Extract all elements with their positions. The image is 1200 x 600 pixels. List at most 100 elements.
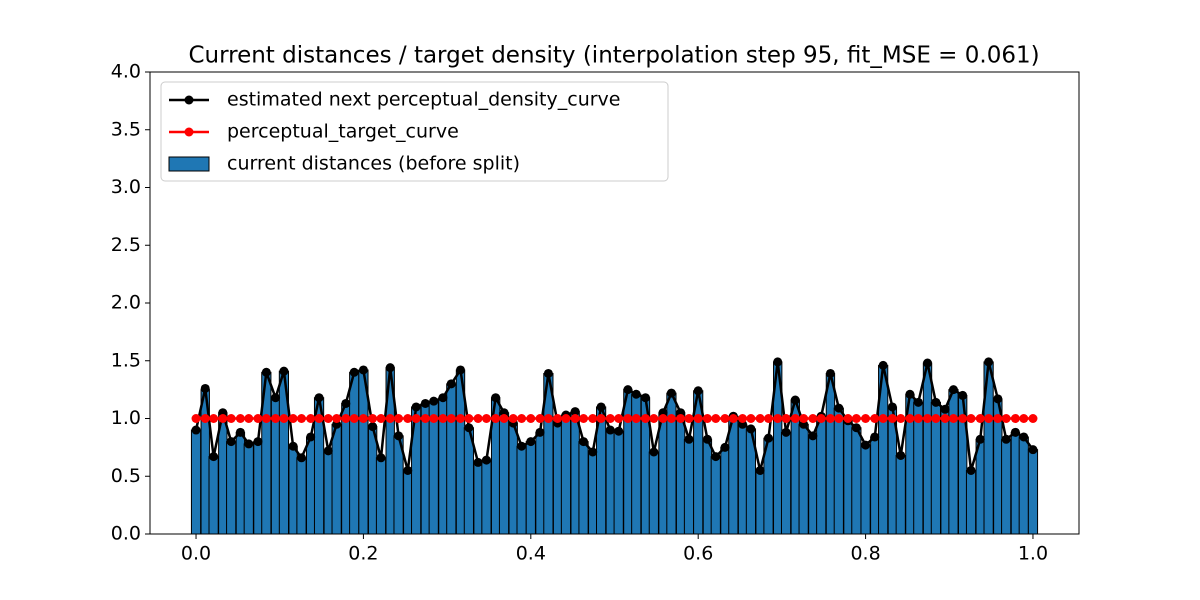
- point: [349, 414, 359, 423]
- x-tick-label: 0.0: [181, 543, 211, 565]
- y-tick-label: 0.5: [111, 465, 141, 487]
- bar: [535, 431, 545, 535]
- bar: [516, 445, 527, 535]
- point: [684, 434, 694, 444]
- point: [913, 397, 923, 407]
- legend-label: estimated next perceptual_density_curve: [227, 89, 621, 111]
- point: [825, 368, 835, 378]
- point: [368, 414, 378, 423]
- point: [870, 432, 880, 442]
- point: [385, 414, 395, 423]
- point: [720, 414, 730, 423]
- bar: [1018, 436, 1029, 535]
- bar: [552, 422, 563, 535]
- point: [958, 390, 968, 400]
- point: [861, 440, 871, 450]
- point: [711, 414, 721, 423]
- point: [808, 414, 818, 423]
- point: [596, 414, 606, 423]
- point: [429, 414, 439, 423]
- point: [887, 402, 897, 412]
- point: [464, 414, 474, 423]
- bar: [675, 412, 686, 535]
- point: [861, 414, 871, 423]
- point: [631, 389, 641, 399]
- point: [570, 407, 580, 417]
- legend-swatch: [168, 156, 210, 172]
- x-tick-label: 0.6: [683, 543, 713, 565]
- point: [596, 402, 606, 412]
- point: [984, 414, 994, 423]
- point: [306, 414, 316, 423]
- bar: [843, 420, 853, 535]
- point: [931, 414, 941, 423]
- bar: [235, 431, 246, 535]
- point: [781, 427, 791, 437]
- legend-label: current distances (before split): [227, 153, 520, 175]
- bar: [190, 429, 202, 535]
- point: [1019, 414, 1029, 423]
- point: [200, 383, 210, 393]
- point: [1019, 432, 1029, 442]
- point: [508, 414, 518, 423]
- point: [385, 363, 395, 373]
- point: [420, 414, 430, 423]
- point: [755, 414, 765, 423]
- point: [535, 414, 545, 423]
- bar: [208, 456, 219, 535]
- y-tick-label: 3.0: [111, 176, 141, 198]
- point: [535, 427, 545, 437]
- bar: [1010, 431, 1021, 535]
- point: [200, 414, 210, 423]
- point: [394, 431, 404, 441]
- point: [403, 465, 413, 475]
- point: [411, 402, 421, 412]
- point: [993, 394, 1003, 404]
- x-tick-label: 0.8: [850, 543, 880, 565]
- bar: [243, 443, 254, 535]
- bar: [349, 371, 360, 535]
- point: [923, 358, 933, 368]
- point: [526, 437, 536, 447]
- bar: [605, 429, 615, 535]
- point: [825, 414, 835, 423]
- bar: [226, 441, 237, 535]
- point: [851, 414, 861, 423]
- point: [226, 414, 236, 423]
- point: [948, 414, 958, 423]
- point: [605, 425, 615, 435]
- point: [517, 414, 527, 423]
- point: [1028, 414, 1038, 423]
- point: [878, 414, 888, 423]
- bar: [560, 414, 572, 535]
- point: [579, 437, 589, 447]
- bar: [965, 469, 977, 535]
- point: [640, 393, 650, 403]
- point: [940, 414, 950, 423]
- x-tick-label: 1.0: [1018, 543, 1048, 565]
- point: [720, 442, 730, 452]
- point: [288, 441, 298, 451]
- x-tick-label: 0.4: [516, 543, 546, 565]
- point: [235, 427, 245, 437]
- point: [834, 403, 844, 413]
- point: [235, 414, 245, 423]
- point: [588, 447, 598, 457]
- point: [728, 414, 738, 423]
- bar: [648, 451, 659, 535]
- point: [931, 397, 941, 407]
- point: [543, 368, 553, 378]
- point: [746, 424, 756, 434]
- bar: [658, 412, 668, 535]
- point: [296, 453, 306, 463]
- point: [517, 441, 527, 451]
- legend-box: [160, 81, 669, 182]
- point: [614, 414, 624, 423]
- x-tick-label: 0.2: [348, 543, 378, 565]
- point: [429, 396, 439, 406]
- bar: [702, 438, 713, 535]
- point: [640, 414, 650, 423]
- point: [553, 414, 563, 423]
- y-tick-label: 2.5: [111, 234, 141, 256]
- point: [923, 414, 933, 423]
